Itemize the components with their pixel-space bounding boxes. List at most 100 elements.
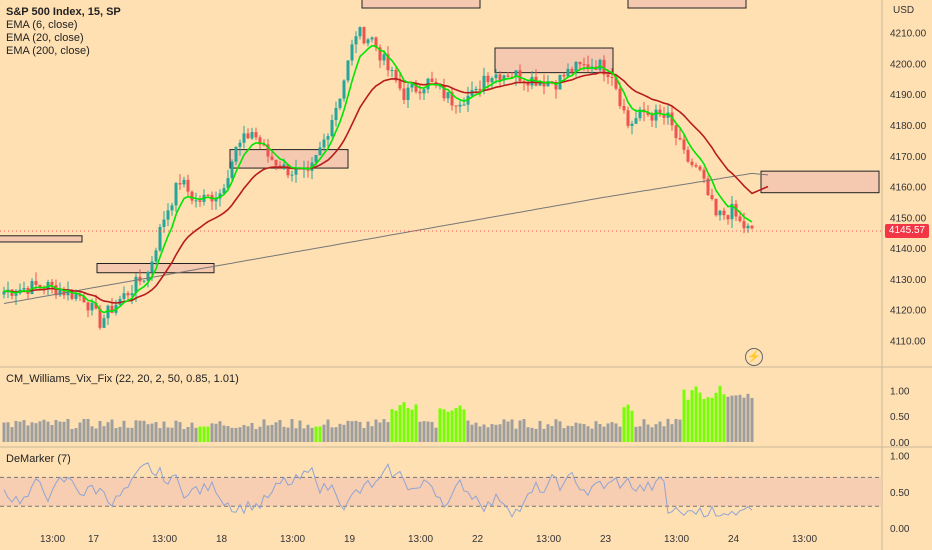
candle-body: [622, 106, 626, 111]
vix-bar: [434, 427, 438, 442]
candle-body: [322, 139, 326, 148]
vix-bar: [402, 402, 406, 442]
vix-bar: [270, 424, 274, 442]
vix-bar: [250, 422, 254, 442]
candle-body: [406, 87, 410, 100]
vix-bar: [634, 426, 638, 442]
candle-body: [518, 70, 522, 82]
candle-body: [662, 114, 666, 118]
legend-ema20[interactable]: EMA (20, close): [6, 32, 84, 44]
candle-body: [126, 293, 130, 296]
vix-bar: [310, 427, 314, 442]
y-tick-label: 4130.00: [890, 275, 927, 286]
candle-body: [366, 39, 370, 44]
candle-body: [554, 82, 558, 90]
candle-body: [654, 109, 658, 121]
demarker-y-tick: 1.00: [890, 452, 910, 463]
x-tick-label: 13:00: [792, 534, 817, 545]
vix-bar: [650, 427, 654, 442]
y-tick-label: 4140.00: [890, 244, 927, 255]
candle-body: [538, 81, 542, 86]
candle-body: [274, 159, 278, 166]
candle-body: [242, 133, 246, 143]
vix-bar: [14, 420, 18, 442]
vix-bar: [442, 409, 446, 442]
candle-body: [738, 216, 742, 222]
vix-bar: [586, 426, 590, 442]
vix-bar: [538, 420, 542, 442]
x-tick-label: 22: [472, 534, 484, 545]
price-zone-box: [627, 0, 747, 9]
legend-ema6[interactable]: EMA (6, close): [6, 19, 78, 31]
vix-bar: [242, 424, 246, 442]
vix-bar: [742, 397, 746, 442]
candle-body: [82, 296, 86, 303]
candle-body: [74, 293, 78, 299]
vix-bar: [546, 424, 550, 442]
demarker-title[interactable]: DeMarker (7): [6, 453, 71, 465]
candle-body: [602, 59, 606, 75]
vix-bar: [558, 421, 562, 442]
candle-body: [334, 107, 338, 120]
candle-body: [358, 27, 362, 37]
vix-bar: [114, 428, 118, 442]
vix-title[interactable]: CM_Williams_Vix_Fix (22, 20, 2, 50, 0.85…: [6, 373, 239, 385]
candle-body: [94, 302, 98, 309]
vix-bar: [230, 427, 234, 442]
vix-bar: [530, 427, 534, 442]
candle-body: [706, 178, 710, 196]
vix-bar: [102, 426, 106, 442]
candle-body: [174, 183, 178, 206]
ema200-line: [3, 172, 769, 304]
candle-body: [14, 293, 18, 296]
vix-bar: [602, 426, 606, 442]
x-tick-label: 19: [344, 534, 356, 545]
vix-bar: [734, 395, 738, 442]
vix-bar: [498, 424, 502, 442]
vix-bar: [746, 393, 750, 442]
vix-bar: [134, 420, 138, 442]
candle-body: [650, 114, 654, 121]
legend-ema200[interactable]: EMA (200, close): [6, 45, 90, 57]
vix-bar: [638, 426, 642, 442]
candle-body: [394, 69, 398, 81]
vix-bar: [518, 420, 522, 442]
vix-bar: [222, 425, 226, 442]
candle-body: [498, 74, 502, 81]
vix-bar: [582, 424, 586, 442]
candle-body: [506, 75, 510, 77]
vix-bar: [6, 422, 10, 442]
vix-bar: [210, 423, 214, 442]
x-tick-label: 13:00: [408, 534, 433, 545]
vix-bar: [146, 424, 150, 442]
vix-bar: [438, 408, 442, 442]
vix-bar: [690, 390, 694, 442]
candle-body: [694, 165, 698, 167]
candle-body: [410, 83, 414, 88]
vix-bar: [182, 429, 186, 442]
candle-body: [462, 104, 466, 106]
vix-bar: [18, 421, 22, 442]
candle-body: [34, 281, 38, 285]
vix-bar: [482, 424, 486, 442]
x-tick-label: 13:00: [280, 534, 305, 545]
vix-bar: [170, 427, 174, 442]
vix-bar: [30, 422, 34, 442]
candle-body: [482, 75, 486, 91]
vix-bar: [94, 428, 98, 442]
candle-body: [46, 281, 50, 289]
candle-body: [730, 203, 734, 220]
vix-y-tick: 0.00: [890, 438, 910, 449]
y-tick-label: 4120.00: [890, 306, 927, 317]
lightning-icon[interactable]: ⚡: [745, 348, 763, 366]
legend-symbol[interactable]: S&P 500 Index, 15, SP: [6, 6, 121, 18]
price-zone-box: [0, 235, 83, 243]
candle-body: [718, 210, 722, 216]
vix-bar: [38, 421, 42, 442]
vix-bar: [522, 419, 526, 442]
vix-bar: [454, 408, 458, 442]
candle-body: [630, 123, 634, 126]
vix-bar: [370, 426, 374, 442]
candle-body: [266, 144, 270, 157]
